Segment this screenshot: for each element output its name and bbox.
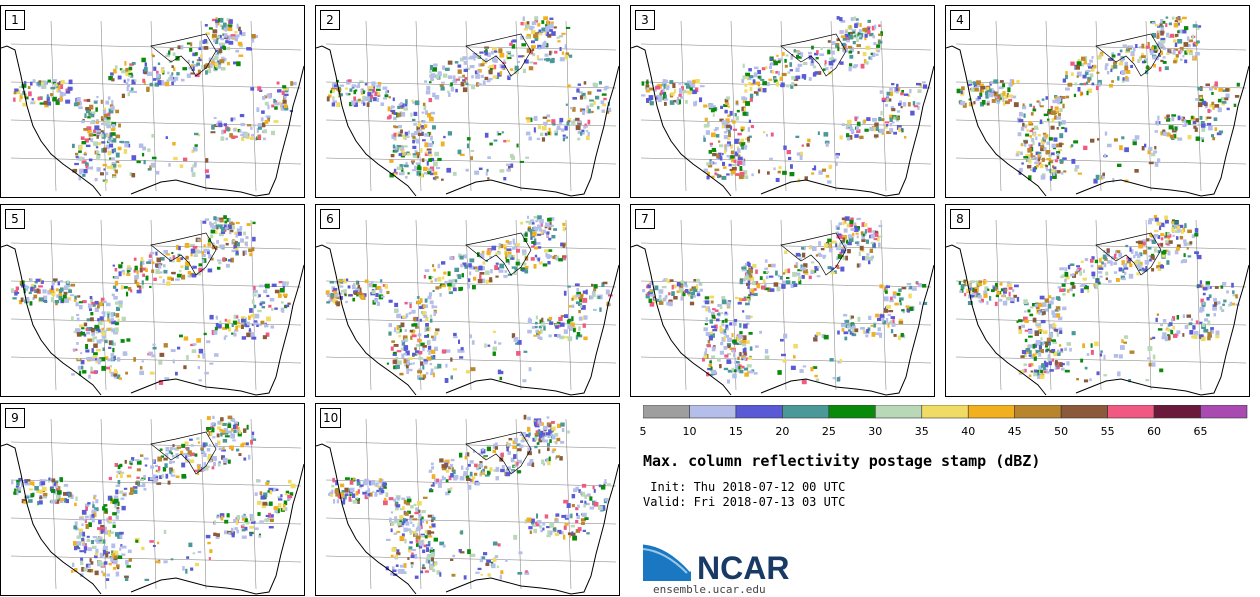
colorbar-tick-label: 60 [1147, 425, 1162, 438]
colorbar-segment [921, 405, 969, 419]
coastline [946, 45, 1249, 197]
coastline [946, 244, 1249, 396]
coastline [1, 244, 304, 396]
colorbar-segment [967, 405, 1015, 419]
member-number-label: 8 [950, 209, 970, 229]
ncar-logo-icon [643, 541, 693, 581]
state-boundaries [10, 20, 302, 192]
colorbar-tick-label: 50 [1054, 425, 1069, 438]
great-lakes [465, 33, 532, 77]
reflectivity-map [316, 215, 619, 396]
colorbar-tick-label: 30 [868, 425, 883, 438]
member-number-label: 2 [320, 10, 340, 30]
reflectivity-map [631, 216, 934, 396]
great-lakes [465, 232, 532, 276]
coastline [316, 443, 619, 595]
coastline [316, 244, 619, 396]
reflectivity-map [316, 414, 619, 595]
member-number-label: 7 [635, 209, 655, 229]
colorbar-segment [828, 405, 876, 419]
reflectivity-map [631, 16, 934, 197]
init-time: Init: Thu 2018-07-12 00 UTC [643, 480, 846, 494]
state-boundaries [10, 219, 302, 391]
colorbar-segment [735, 405, 783, 419]
colorbar-tick-label: 45 [1007, 425, 1022, 438]
colorbar-tick-label: 40 [961, 425, 976, 438]
colorbar-segment [782, 405, 830, 419]
great-lakes [150, 33, 217, 77]
reflectivity-map [1, 415, 304, 595]
state-boundaries [10, 418, 302, 590]
ensemble-member-map: 9 [0, 403, 305, 596]
coastline [316, 45, 619, 197]
great-lakes [780, 33, 847, 77]
ensemble-url: ensemble.ucar.edu [653, 583, 766, 596]
colorbar-segment [875, 405, 923, 419]
member-number-label: 3 [635, 10, 655, 30]
great-lakes [150, 431, 217, 475]
reflectivity-map [946, 215, 1249, 396]
ensemble-member-map: 7 [630, 204, 935, 397]
colorbar-segment [1107, 405, 1155, 419]
colorbar-tick-label: 20 [775, 425, 790, 438]
coastline [1, 443, 304, 595]
colorbar-tick-label: 55 [1100, 425, 1115, 438]
great-lakes [150, 232, 217, 276]
colorbar-tick-label: 35 [914, 425, 929, 438]
colorbar-segment [1060, 405, 1108, 419]
member-number-label: 10 [320, 408, 342, 428]
reflectivity-map [946, 16, 1249, 197]
state-boundaries [325, 219, 617, 391]
ensemble-member-map: 8 [945, 204, 1250, 397]
colorbar-tick-label: 5 [639, 425, 647, 438]
member-number-label: 9 [5, 408, 25, 428]
ensemble-member-map: 1 [0, 5, 305, 198]
coastline [631, 45, 934, 197]
ensemble-member-map: 5 [0, 204, 305, 397]
colorbar-segment [643, 405, 690, 419]
ensemble-member-map: 10 [315, 403, 620, 596]
colorbar-segment [689, 405, 737, 419]
great-lakes [465, 431, 532, 475]
ensemble-member-map: 3 [630, 5, 935, 198]
great-lakes [1095, 232, 1162, 276]
reflectivity-map [316, 16, 619, 197]
coastline [1, 45, 304, 197]
coastline [631, 244, 934, 396]
great-lakes [1095, 33, 1162, 77]
member-number-label: 5 [5, 209, 25, 229]
colorbar-tick-label: 15 [728, 425, 743, 438]
colorbar-segment [1014, 405, 1062, 419]
reflectivity-colorbar [643, 405, 1248, 419]
ensemble-member-map: 2 [315, 5, 620, 198]
reflectivity-map [1, 215, 304, 396]
valid-time: Valid: Fri 2018-07-13 03 UTC [643, 495, 846, 509]
member-number-label: 1 [5, 10, 25, 30]
ensemble-member-map: 6 [315, 204, 620, 397]
member-number-label: 6 [320, 209, 340, 229]
member-number-label: 4 [950, 10, 970, 30]
reflectivity-map [1, 17, 304, 197]
colorbar-tick-label: 65 [1193, 425, 1208, 438]
colorbar-segment [1153, 405, 1201, 419]
plot-title: Max. column reflectivity postage stamp (… [643, 452, 1041, 470]
ensemble-member-map: 4 [945, 5, 1250, 198]
great-lakes [780, 232, 847, 276]
colorbar-tick-label: 25 [821, 425, 836, 438]
colorbar-segment [1200, 405, 1248, 419]
colorbar-tick-label: 10 [682, 425, 697, 438]
state-boundaries [955, 20, 1247, 192]
ncar-logo-text: NCAR [697, 550, 790, 586]
